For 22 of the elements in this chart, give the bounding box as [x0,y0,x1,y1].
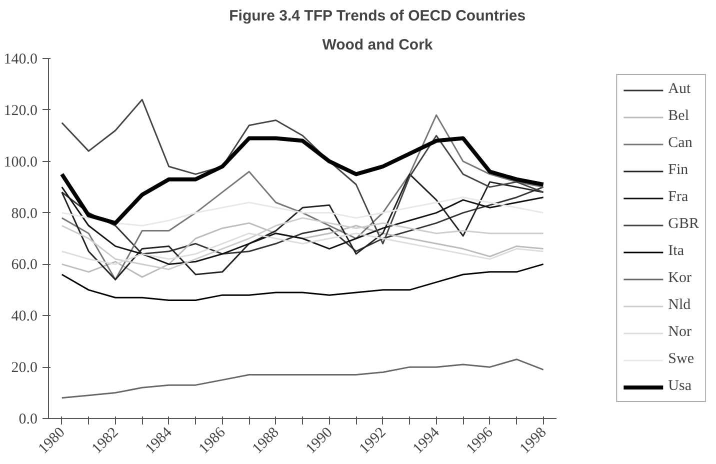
y-tick-label: 60.0 [11,257,38,274]
y-tick-label: 80.0 [11,206,38,222]
legend-label: Kor [668,270,692,287]
legend-label: Ita [668,243,685,260]
y-tick-label: 140.0 [4,52,38,68]
y-tick-label: 120.0 [4,102,38,119]
chart-subtitle: Wood and Cork [322,36,434,54]
y-tick-label: 100.0 [4,154,38,170]
y-tick-label: 40.0 [11,308,38,325]
y-tick-label: 0.0 [18,412,38,428]
legend-label: Nor [668,324,692,341]
legend-label: Bel [668,108,689,125]
chart-title: Figure 3.4 TFP Trends of OECD Countries [229,8,526,24]
legend-label: Swe [668,351,694,368]
legend-label: Usa [668,378,692,395]
legend-label: Nld [668,297,691,314]
legend-label: Aut [668,81,691,98]
legend-label: Fra [668,189,688,206]
y-tick-label: 20.0 [11,360,38,376]
legend-label: Fin [668,162,688,179]
legend-label: GBR [668,216,699,233]
legend-label: Can [668,135,692,152]
